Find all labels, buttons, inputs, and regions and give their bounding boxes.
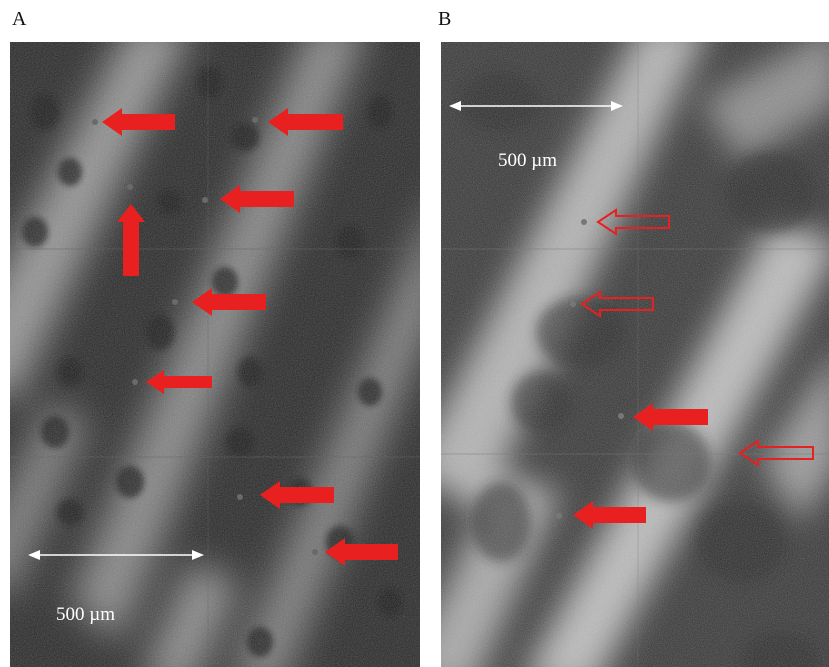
filled-arrow-icon bbox=[192, 288, 266, 316]
filled-arrow-icon bbox=[633, 403, 708, 431]
panel-a-scale-label: 500 µm bbox=[56, 604, 115, 625]
panel-b-hollow-arrows bbox=[580, 208, 814, 467]
filled-arrow-icon bbox=[260, 481, 334, 509]
panel-a-label: A bbox=[12, 8, 27, 30]
panel-b-filled-arrows bbox=[573, 403, 708, 529]
panel-b-micrograph: 500 µm bbox=[441, 42, 829, 667]
filled-arrow-icon bbox=[220, 185, 294, 213]
panel-b-scale-label: 500 µm bbox=[498, 150, 557, 171]
panel-b-label: B bbox=[438, 8, 452, 30]
hollow-arrow-icon bbox=[580, 290, 654, 318]
panel-b-scale-bar bbox=[449, 101, 623, 111]
filled-arrow-icon bbox=[573, 501, 646, 529]
panel-a-image bbox=[10, 42, 420, 667]
hollow-arrow-icon bbox=[596, 208, 670, 236]
panel-b-image bbox=[441, 42, 829, 667]
filled-arrow-icon bbox=[325, 538, 398, 566]
filled-arrow-icon bbox=[268, 108, 343, 136]
panel-a-scale-bar bbox=[28, 550, 204, 560]
filled-arrow-icon bbox=[117, 204, 145, 276]
filled-arrow-icon bbox=[102, 108, 175, 136]
panel-a-micrograph: 500 µm bbox=[10, 42, 420, 667]
hollow-arrow-icon bbox=[738, 439, 814, 467]
panel-a-arrows bbox=[102, 108, 398, 566]
filled-arrow-icon bbox=[146, 370, 212, 394]
